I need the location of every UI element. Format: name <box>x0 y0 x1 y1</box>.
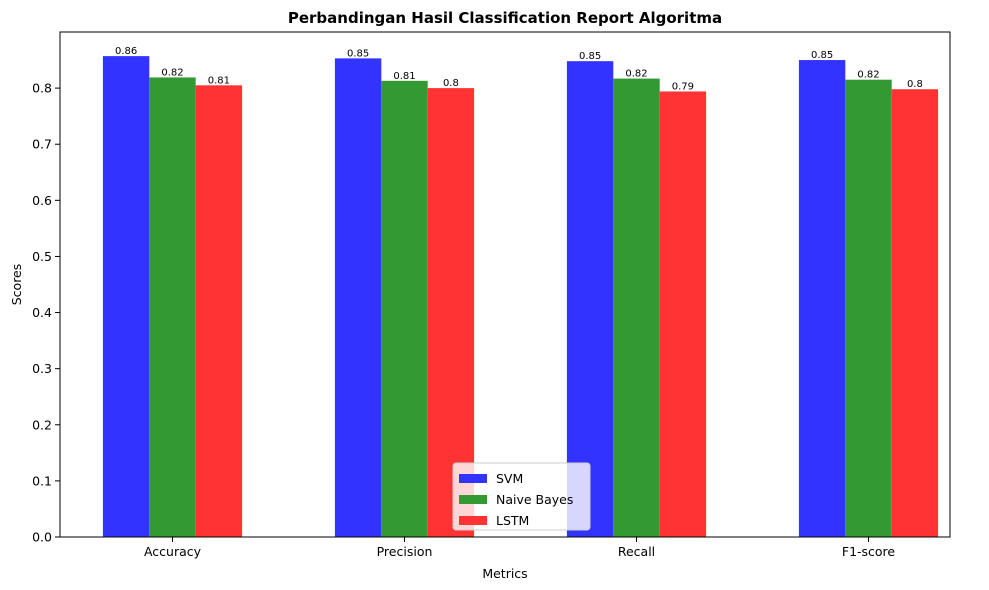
legend-entry: SVM <box>496 471 523 486</box>
data-label: 0.8 <box>907 79 923 90</box>
y-tick-label: 0.5 <box>32 249 52 264</box>
legend-entry: Naive Bayes <box>496 492 573 507</box>
bar-svm-accuracy <box>102 56 150 537</box>
bar-lstm-accuracy <box>195 85 243 538</box>
legend-swatch <box>459 495 487 504</box>
y-axis: 0.0 0.1 0.2 0.3 0.4 0.5 0.6 0.7 0.8 <box>32 81 60 545</box>
x-axis: Accuracy Precision Recall F1-score <box>144 537 895 559</box>
data-label: 0.82 <box>161 67 183 78</box>
legend-swatch <box>459 474 487 483</box>
data-label: 0.86 <box>115 46 137 57</box>
plot-frame <box>59 31 951 538</box>
legend-box <box>452 462 591 531</box>
data-label: 0.8 <box>443 78 459 89</box>
x-tick-label: Precision <box>377 544 433 559</box>
bar-lstm-f1-score <box>891 89 939 537</box>
y-tick-label: 0.1 <box>32 473 52 488</box>
data-label: 0.79 <box>672 81 694 92</box>
y-tick-label: 0.3 <box>32 361 52 376</box>
data-label: 0.85 <box>811 50 833 61</box>
data-label: 0.85 <box>347 48 369 59</box>
bar-svm-recall <box>566 61 614 538</box>
y-tick-label: 0.8 <box>32 81 52 96</box>
x-tick-label: Accuracy <box>144 544 202 559</box>
x-tick-label: F1-score <box>842 544 896 559</box>
y-tick-label: 0.0 <box>32 530 52 545</box>
data-label: 0.81 <box>393 71 415 82</box>
legend: SVM Naive Bayes LSTM <box>452 462 591 531</box>
data-label: 0.85 <box>579 51 601 62</box>
bar-lstm-recall <box>659 91 707 537</box>
data-label: 0.82 <box>857 70 879 81</box>
bar-lstm-precision <box>427 88 475 537</box>
x-tick-label: Recall <box>618 544 655 559</box>
y-tick-label: 0.2 <box>32 417 52 432</box>
bar-naive-bayes-accuracy <box>149 77 196 537</box>
chart-title: Perbandingan Hasil Classification Report… <box>288 9 722 27</box>
bar-naive-bayes-precision <box>381 80 428 538</box>
bar-svm-f1-score <box>798 60 846 538</box>
legend-swatch <box>459 516 487 525</box>
data-label: 0.82 <box>625 69 647 80</box>
bar-naive-bayes-f1-score <box>845 79 892 537</box>
data-labels-layer: 0.86 0.85 0.85 0.85 0.82 0.81 0.82 0.82 0.81 0.8 0… <box>115 46 923 92</box>
y-axis-label: Scores <box>9 264 24 306</box>
x-axis-label: Metrics <box>482 566 527 581</box>
y-tick-label: 0.4 <box>32 305 52 320</box>
y-tick-label: 0.7 <box>32 137 52 152</box>
y-tick-label: 0.6 <box>32 193 52 208</box>
bar-naive-bayes-recall <box>613 78 660 538</box>
bars-layer <box>102 56 939 538</box>
bar-svm-precision <box>334 58 382 537</box>
legend-entry: LSTM <box>496 513 529 528</box>
data-label: 0.81 <box>208 75 230 86</box>
